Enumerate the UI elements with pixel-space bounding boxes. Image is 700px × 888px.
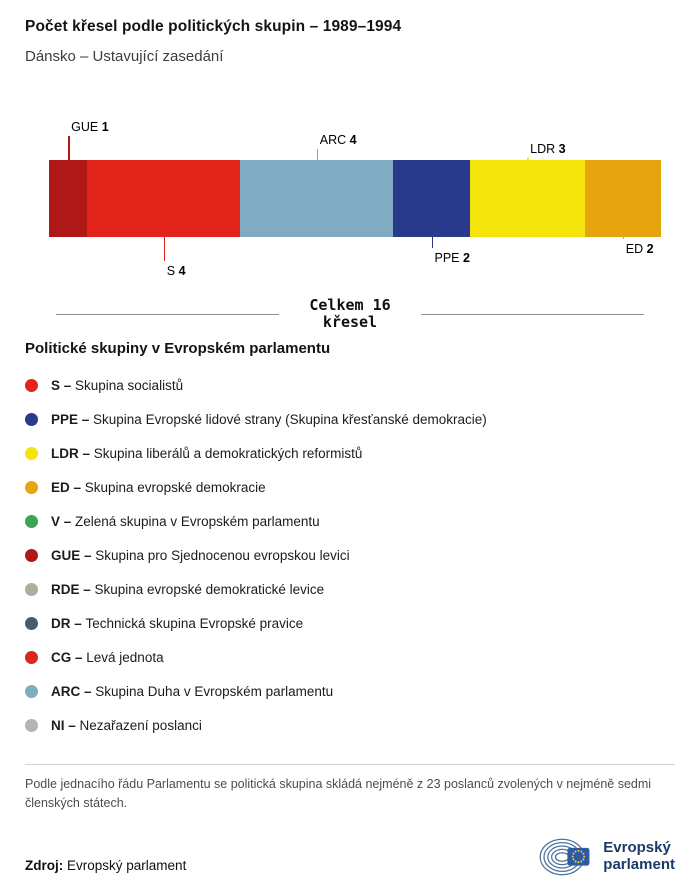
leader-line-s: [163, 237, 166, 261]
legend-heading: Politické skupiny v Evropském parlamentu: [25, 339, 331, 357]
legend-item-ldr: LDR – Skupina liberálů a demokratických …: [25, 437, 675, 471]
ep-logo-wordmark: Evropský parlament: [603, 840, 675, 874]
leader-line-arc: [316, 149, 319, 160]
bar-label-ldr: LDR 3: [530, 142, 566, 156]
legend-dot-cg: [25, 651, 38, 664]
bar-label-gue: GUE 1: [71, 120, 109, 134]
ep-logo-line-2: parlament: [603, 856, 675, 874]
legend-list: S – Skupina socialistů PPE – Skupina Evro…: [25, 369, 675, 743]
legend-dot-rde: [25, 583, 38, 596]
legend-dot-gue: [25, 549, 38, 562]
source-label: Zdroj:: [25, 858, 64, 874]
bar-segment-s: [87, 160, 241, 237]
total-rule-right: [420, 313, 644, 315]
bar-segment-arc: [240, 160, 394, 237]
legend-name: Skupina evropské demokratické levice: [90, 582, 325, 597]
source-value: Evropský parlament: [67, 858, 187, 874]
legend-section: Politické skupiny v Evropském parlamentu…: [25, 340, 675, 743]
footer: Zdroj: Evropský parlament: [25, 835, 675, 879]
eu-flag-icon: [567, 848, 590, 866]
legend-item-v: V – Zelená skupina v Evropském parlament…: [25, 505, 675, 539]
legend-item-dr: DR – Technická skupina Evropské pravice: [25, 607, 675, 641]
legend-name: Levá jednota: [82, 650, 164, 665]
legend-code: V –: [51, 514, 72, 529]
legend-code: RDE –: [51, 582, 91, 597]
legend-name: Skupina socialistů: [71, 378, 184, 393]
legend-dot-ed: [25, 481, 38, 494]
legend-item-ni: NI – Nezařazení poslanci: [25, 709, 675, 743]
stacked-bar: [49, 160, 661, 237]
legend-name: Technická skupina Evropské pravice: [81, 616, 304, 631]
bar-segment-ed: [584, 160, 661, 237]
bar-segment-gue: [49, 160, 88, 237]
legend-code: NI –: [51, 718, 76, 733]
legend-name: Skupina Evropské lidové strany (Skupina …: [89, 412, 487, 427]
legend-item-ppe: PPE – Skupina Evropské lidové strany (Sk…: [25, 403, 675, 437]
leader-line-ldr: [527, 158, 529, 160]
leader-line-gue: [68, 136, 70, 160]
footnote-divider: [25, 763, 675, 765]
bar-segment-ldr: [469, 160, 585, 237]
legend-item-rde: RDE – Skupina evropské demokratické levi…: [25, 573, 675, 607]
legend-code: PPE –: [51, 412, 90, 427]
bar-segment-ppe: [393, 160, 470, 237]
legend-item-gue: GUE – Skupina pro Sjednocenou evropskou …: [25, 539, 675, 573]
legend-name: Skupina liberálů a demokratických reform…: [90, 446, 363, 461]
legend-code: GUE –: [51, 548, 92, 563]
legend-dot-dr: [25, 617, 38, 630]
leader-line-ed: [622, 237, 625, 239]
seat-chart: GUE 1 S 4 ARC 4 PPE 2 LDR 3 ED 2: [0, 115, 700, 279]
ep-logo-line-1: Evropský: [603, 839, 671, 857]
marker-layer: GUE 1 S 4 ARC 4 PPE 2 LDR 3 ED 2: [49, 115, 661, 279]
total-line-2: křesel: [322, 313, 378, 332]
bar-label-arc: ARC 4: [319, 133, 357, 147]
legend-code: LDR –: [51, 446, 91, 461]
legend-name: Skupina Duha v Evropském parlamentu: [91, 684, 334, 699]
bar-label-ed: ED 2: [625, 242, 654, 256]
legend-item-ed: ED – Skupina evropské demokracie: [25, 471, 675, 505]
legend-name: Zelená skupina v Evropském parlamentu: [71, 514, 320, 529]
legend-dot-s: [25, 379, 38, 392]
total-seats-label: Celkem 16 křesel: [309, 296, 391, 332]
bar-label-ppe: PPE 2: [434, 251, 470, 265]
ep-logo[interactable]: Evropský parlament: [537, 835, 675, 879]
page-subtitle: Dánsko – Ustavující zasedání: [25, 48, 224, 65]
leader-line-ppe: [431, 237, 433, 248]
legend-code: ARC –: [51, 684, 92, 699]
legend-name: Nezařazení poslanci: [75, 718, 202, 733]
source-line: Zdroj: Evropský parlament: [25, 858, 186, 873]
legend-dot-ni: [25, 719, 38, 732]
legend-dot-ldr: [25, 447, 38, 460]
total-rule-left: [56, 313, 280, 315]
legend-code: ED –: [51, 480, 82, 495]
legend-item-s: S – Skupina socialistů: [25, 369, 675, 403]
page-title: Počet křesel podle politických skupin – …: [25, 18, 402, 35]
footnote: Podle jednacího řádu Parlamentu se polit…: [25, 776, 652, 810]
legend-item-arc: ARC – Skupina Duha v Evropském parlament…: [25, 675, 675, 709]
ep-logo-icon: [539, 838, 590, 876]
legend-item-cg: CG – Levá jednota: [25, 641, 675, 675]
total-line-1: Celkem 16: [309, 296, 391, 314]
total-seats-row: Celkem 16 křesel: [56, 296, 644, 332]
legend-name: Skupina pro Sjednocenou evropskou levici: [91, 548, 350, 563]
legend-code: S –: [51, 378, 72, 393]
legend-code: CG –: [51, 650, 83, 665]
legend-dot-v: [25, 515, 38, 528]
legend-dot-arc: [25, 685, 38, 698]
bar-label-s: S 4: [166, 264, 186, 278]
legend-name: Skupina evropské demokracie: [81, 480, 266, 495]
legend-code: DR –: [51, 616, 82, 631]
legend-dot-ppe: [25, 413, 38, 426]
